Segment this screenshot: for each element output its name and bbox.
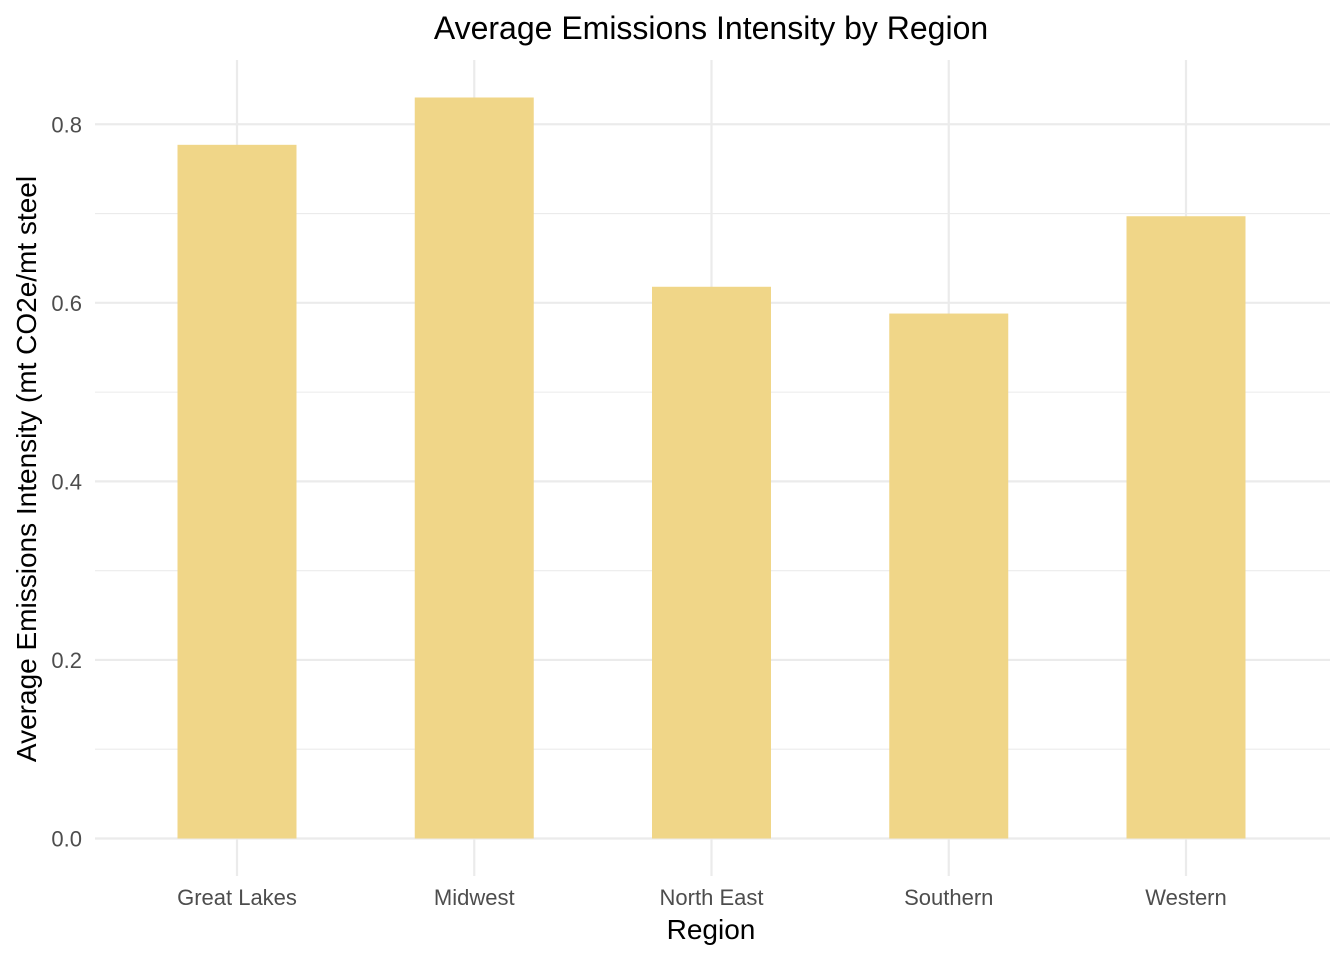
x-axis-title: Region <box>667 914 756 945</box>
x-tick-label: Southern <box>904 885 993 910</box>
y-tick-label: 0.4 <box>51 469 82 494</box>
y-tick-label: 0.2 <box>51 648 82 673</box>
x-tick-label: Midwest <box>434 885 515 910</box>
x-tick-label: North East <box>660 885 764 910</box>
bar-north-east <box>652 286 771 839</box>
bar-great-lakes <box>177 144 297 839</box>
x-tick-label: Western <box>1145 885 1227 910</box>
y-tick-labels: 0.0 0.2 0.4 0.6 0.8 <box>51 112 82 851</box>
y-tick-label: 0.0 <box>51 827 82 852</box>
y-axis-title: Average Emissions Intensity (mt CO2e/mt … <box>11 176 42 762</box>
bar-southern <box>889 313 1009 839</box>
x-tick-label: Great Lakes <box>177 885 297 910</box>
y-tick-label: 0.8 <box>51 112 82 137</box>
bars-layer <box>177 97 1246 839</box>
bar-western <box>1126 216 1246 839</box>
y-tick-label: 0.6 <box>51 291 82 316</box>
x-tick-labels: Great Lakes Midwest North East Southern West… <box>177 885 1227 910</box>
bar-midwest <box>414 97 534 839</box>
chart-title: Average Emissions Intensity by Region <box>434 10 988 46</box>
